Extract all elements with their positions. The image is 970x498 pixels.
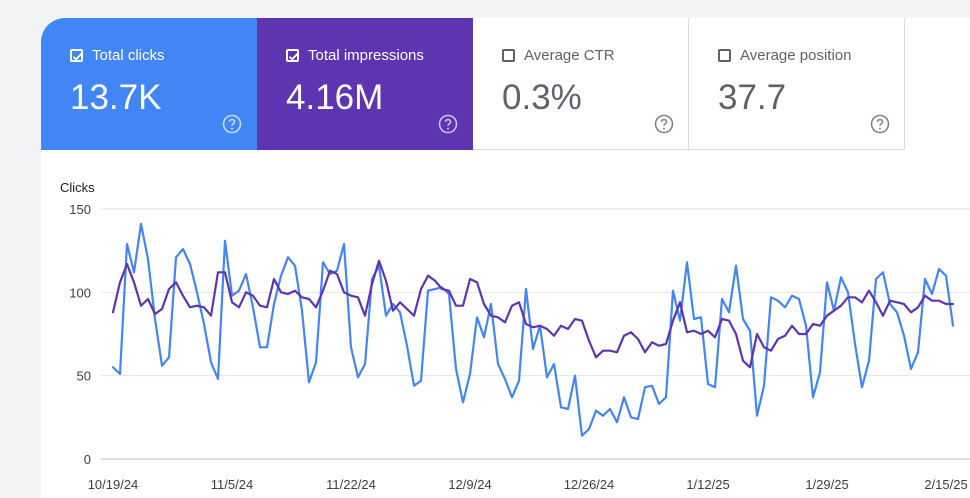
total-clicks-card[interactable]: Total clicks 13.7K	[41, 18, 257, 150]
average-ctr-checkbox[interactable]	[502, 49, 515, 62]
total-clicks-checkbox[interactable]	[70, 49, 83, 62]
average-ctr-label: Average CTR	[524, 47, 615, 64]
impressions-series-line	[111, 259, 955, 369]
total-impressions-checkbox[interactable]	[286, 49, 299, 62]
metric-cards: Total clicks 13.7K Total impressions 4.1…	[41, 18, 970, 150]
y-tick-label: 50	[77, 369, 91, 384]
average-ctr-value: 0.3%	[502, 78, 582, 117]
total-impressions-label: Total impressions	[308, 47, 424, 64]
x-tick-label: 12/9/24	[448, 477, 491, 492]
x-tick-label: 10/19/24	[88, 477, 139, 492]
total-impressions-card[interactable]: Total impressions 4.16M	[257, 18, 473, 150]
average-position-label: Average position	[740, 47, 852, 64]
help-icon[interactable]	[438, 114, 458, 134]
x-tick-label: 11/22/24	[326, 477, 376, 492]
average-position-value: 37.7	[718, 78, 787, 117]
help-icon[interactable]	[222, 114, 242, 134]
y-tick-label: 150	[69, 202, 91, 217]
x-tick-label: 11/5/24	[211, 477, 253, 492]
chart-y-axis-title: Clicks	[60, 180, 95, 195]
average-position-checkbox[interactable]	[718, 49, 731, 62]
total-clicks-label: Total clicks	[92, 47, 165, 64]
average-position-card[interactable]: Average position 37.7	[689, 18, 905, 150]
x-tick-label: 1/29/25	[805, 477, 848, 492]
y-tick-label: 100	[69, 285, 91, 300]
x-tick-label: 12/26/24	[564, 477, 615, 492]
total-impressions-value: 4.16M	[286, 78, 384, 117]
average-ctr-card[interactable]: Average CTR 0.3%	[473, 18, 689, 150]
help-icon[interactable]	[870, 114, 890, 134]
performance-chart[interactable]: 150 100 50 0 10/19/24 11/5/24 11/22/24 12/9/24 1…	[41, 18, 970, 498]
total-clicks-value: 13.7K	[70, 78, 162, 117]
help-icon[interactable]	[654, 114, 674, 134]
y-tick-label: 0	[84, 452, 91, 467]
x-tick-label: 1/12/25	[686, 477, 729, 492]
clicks-series-line	[111, 222, 955, 437]
x-tick-label: 2/15/25	[924, 477, 967, 492]
performance-panel: Total clicks 13.7K Total impressions 4.1…	[41, 18, 970, 498]
